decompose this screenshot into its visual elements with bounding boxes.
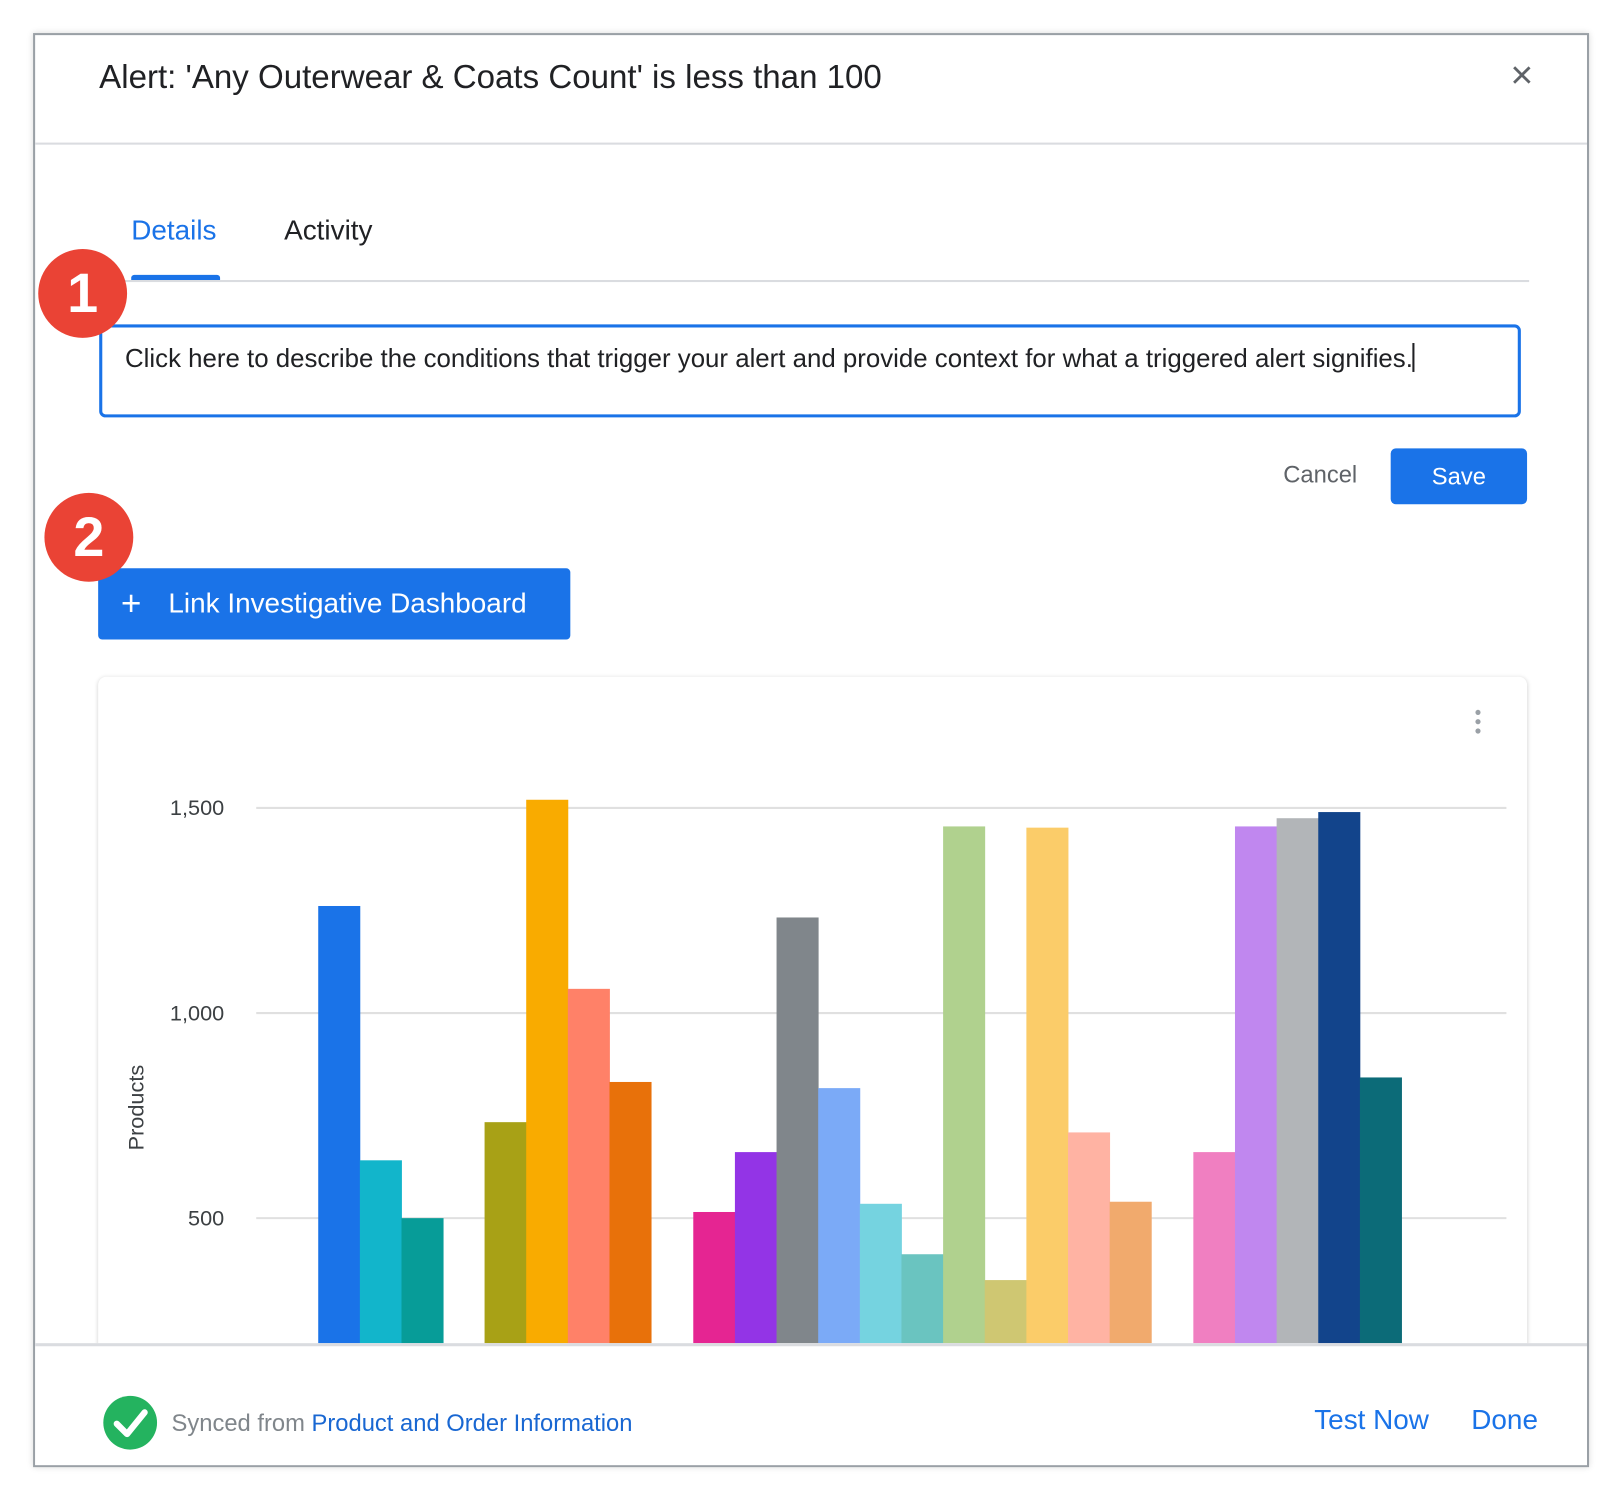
bar [943, 826, 986, 1400]
tab-divider [99, 279, 1530, 283]
bar [318, 905, 361, 1400]
step-badge-2: 2 [44, 492, 134, 582]
cancel-button[interactable]: Cancel [1283, 460, 1358, 488]
bar [1276, 818, 1319, 1400]
synced-prefix: Synced from [171, 1409, 305, 1437]
y-tick-label: 500 [188, 1205, 224, 1230]
chart-card: 500 1,000 1,500 Products [98, 676, 1528, 1400]
tab-details[interactable]: Details [131, 214, 217, 246]
done-button[interactable]: Done [1471, 1404, 1538, 1436]
more-options-icon[interactable] [1472, 709, 1482, 741]
check-circle-icon [103, 1395, 158, 1450]
bar [526, 799, 569, 1400]
description-textarea[interactable]: Click here to describe the conditions th… [99, 324, 1521, 418]
y-tick-label: 1,000 [170, 1000, 224, 1025]
save-button[interactable]: Save [1390, 448, 1528, 505]
alert-dialog: Alert: 'Any Outerwear & Coats Count' is … [33, 33, 1590, 1468]
header-divider [35, 142, 1587, 145]
test-now-button[interactable]: Test Now [1314, 1404, 1429, 1436]
dialog-title: Alert: 'Any Outerwear & Coats Count' is … [99, 57, 882, 96]
bar [1318, 812, 1361, 1400]
dialog-footer: Synced from Product and Order Informatio… [35, 1343, 1587, 1466]
active-tab-indicator [131, 274, 221, 280]
bar [567, 988, 610, 1400]
y-axis-label: Products [124, 1065, 149, 1151]
bar [1234, 826, 1278, 1400]
sync-status: Synced from Product and Order Informatio… [172, 1409, 633, 1437]
y-tick-label: 1,500 [170, 795, 224, 820]
link-dashboard-label: Link Investigative Dashboard [168, 587, 527, 619]
text-caret [1412, 343, 1415, 372]
plus-icon: + [120, 583, 142, 624]
description-text: Click here to describe the conditions th… [125, 344, 1413, 373]
link-investigative-dashboard-button[interactable]: + Link Investigative Dashboard [98, 568, 571, 640]
close-icon[interactable]: × [1510, 53, 1534, 98]
tab-activity[interactable]: Activity [284, 214, 373, 246]
step-badge-1: 1 [38, 249, 128, 338]
bar [1026, 827, 1069, 1400]
synced-source-link[interactable]: Product and Order Information [311, 1409, 633, 1437]
bar-chart: 500 1,000 1,500 Products [124, 795, 1507, 1400]
bar [776, 917, 819, 1400]
